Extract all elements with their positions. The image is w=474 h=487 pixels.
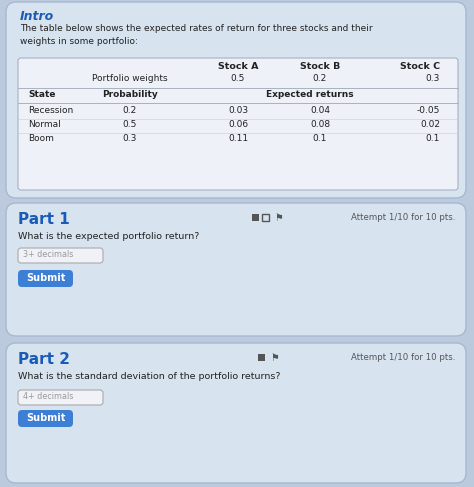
Text: What is the standard deviation of the portfolio returns?: What is the standard deviation of the po… <box>18 372 281 381</box>
Text: 0.02: 0.02 <box>420 120 440 129</box>
Text: Attempt 1/10 for 10 pts.: Attempt 1/10 for 10 pts. <box>351 353 455 362</box>
Text: ⚑: ⚑ <box>270 353 279 363</box>
Text: ⚑: ⚑ <box>274 213 283 223</box>
Text: 0.04: 0.04 <box>310 106 330 115</box>
Text: 0.03: 0.03 <box>228 106 248 115</box>
Text: Submit: Submit <box>26 413 65 423</box>
Text: 0.5: 0.5 <box>231 74 245 83</box>
Text: Boom: Boom <box>28 134 54 143</box>
Text: 0.11: 0.11 <box>228 134 248 143</box>
Text: 0.08: 0.08 <box>310 120 330 129</box>
Text: Part 1: Part 1 <box>18 212 70 227</box>
Text: -0.05: -0.05 <box>417 106 440 115</box>
FancyBboxPatch shape <box>18 58 458 190</box>
Text: 3+ decimals: 3+ decimals <box>23 250 73 259</box>
FancyBboxPatch shape <box>18 390 103 405</box>
Text: 0.1: 0.1 <box>313 134 327 143</box>
FancyBboxPatch shape <box>252 214 259 221</box>
Text: Expected returns: Expected returns <box>266 90 354 99</box>
Text: Normal: Normal <box>28 120 61 129</box>
Text: Stock A: Stock A <box>218 62 258 71</box>
Text: 0.3: 0.3 <box>426 74 440 83</box>
Text: 0.2: 0.2 <box>123 106 137 115</box>
FancyBboxPatch shape <box>6 203 466 336</box>
FancyBboxPatch shape <box>258 354 265 361</box>
Text: State: State <box>28 90 55 99</box>
Text: Stock C: Stock C <box>400 62 440 71</box>
Text: Attempt 1/10 for 10 pts.: Attempt 1/10 for 10 pts. <box>351 213 455 222</box>
Text: Portfolio weights: Portfolio weights <box>92 74 168 83</box>
Text: Stock B: Stock B <box>300 62 340 71</box>
Text: 0.1: 0.1 <box>426 134 440 143</box>
Text: Intro: Intro <box>20 10 54 23</box>
Text: What is the expected portfolio return?: What is the expected portfolio return? <box>18 232 200 241</box>
Text: Recession: Recession <box>28 106 73 115</box>
FancyBboxPatch shape <box>18 248 103 263</box>
FancyBboxPatch shape <box>18 410 73 427</box>
FancyBboxPatch shape <box>18 270 73 287</box>
FancyBboxPatch shape <box>6 343 466 483</box>
Text: 0.5: 0.5 <box>123 120 137 129</box>
Text: 4+ decimals: 4+ decimals <box>23 392 73 401</box>
Text: The table below shows the expected rates of return for three stocks and their
we: The table below shows the expected rates… <box>20 24 373 45</box>
Text: 0.06: 0.06 <box>228 120 248 129</box>
Text: 0.2: 0.2 <box>313 74 327 83</box>
FancyBboxPatch shape <box>6 2 466 198</box>
Text: Part 2: Part 2 <box>18 352 70 367</box>
Text: Probability: Probability <box>102 90 158 99</box>
Text: 0.3: 0.3 <box>123 134 137 143</box>
Text: Submit: Submit <box>26 273 65 283</box>
